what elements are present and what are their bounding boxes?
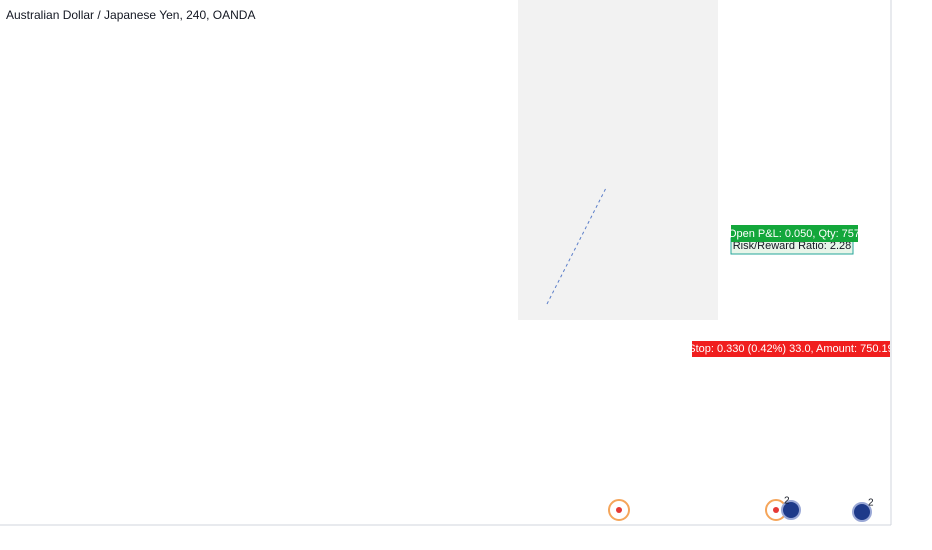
event-badge: 2: [784, 496, 790, 507]
events: 2 2: [608, 496, 874, 522]
event-dot: [773, 507, 779, 513]
stop-text: Stop: 0.330 (0.42%) 33.0, Amount: 750.19: [688, 343, 893, 355]
pnl-box: [731, 225, 858, 242]
event-dot: [616, 507, 622, 513]
pnl-text: Open P&L: 0.050, Qty: 757: [728, 228, 860, 240]
event-badge: 2: [868, 498, 874, 509]
fib-trendline: [546, 187, 607, 305]
chart-title: Australian Dollar / Japanese Yen, 240, O…: [6, 8, 255, 22]
flag-icon: [781, 500, 801, 520]
rr-text: Risk/Reward Ratio: 2.28: [733, 240, 852, 252]
stop-box: [692, 341, 890, 357]
fib-zone: [518, 0, 718, 320]
flag-icon: [852, 502, 872, 522]
